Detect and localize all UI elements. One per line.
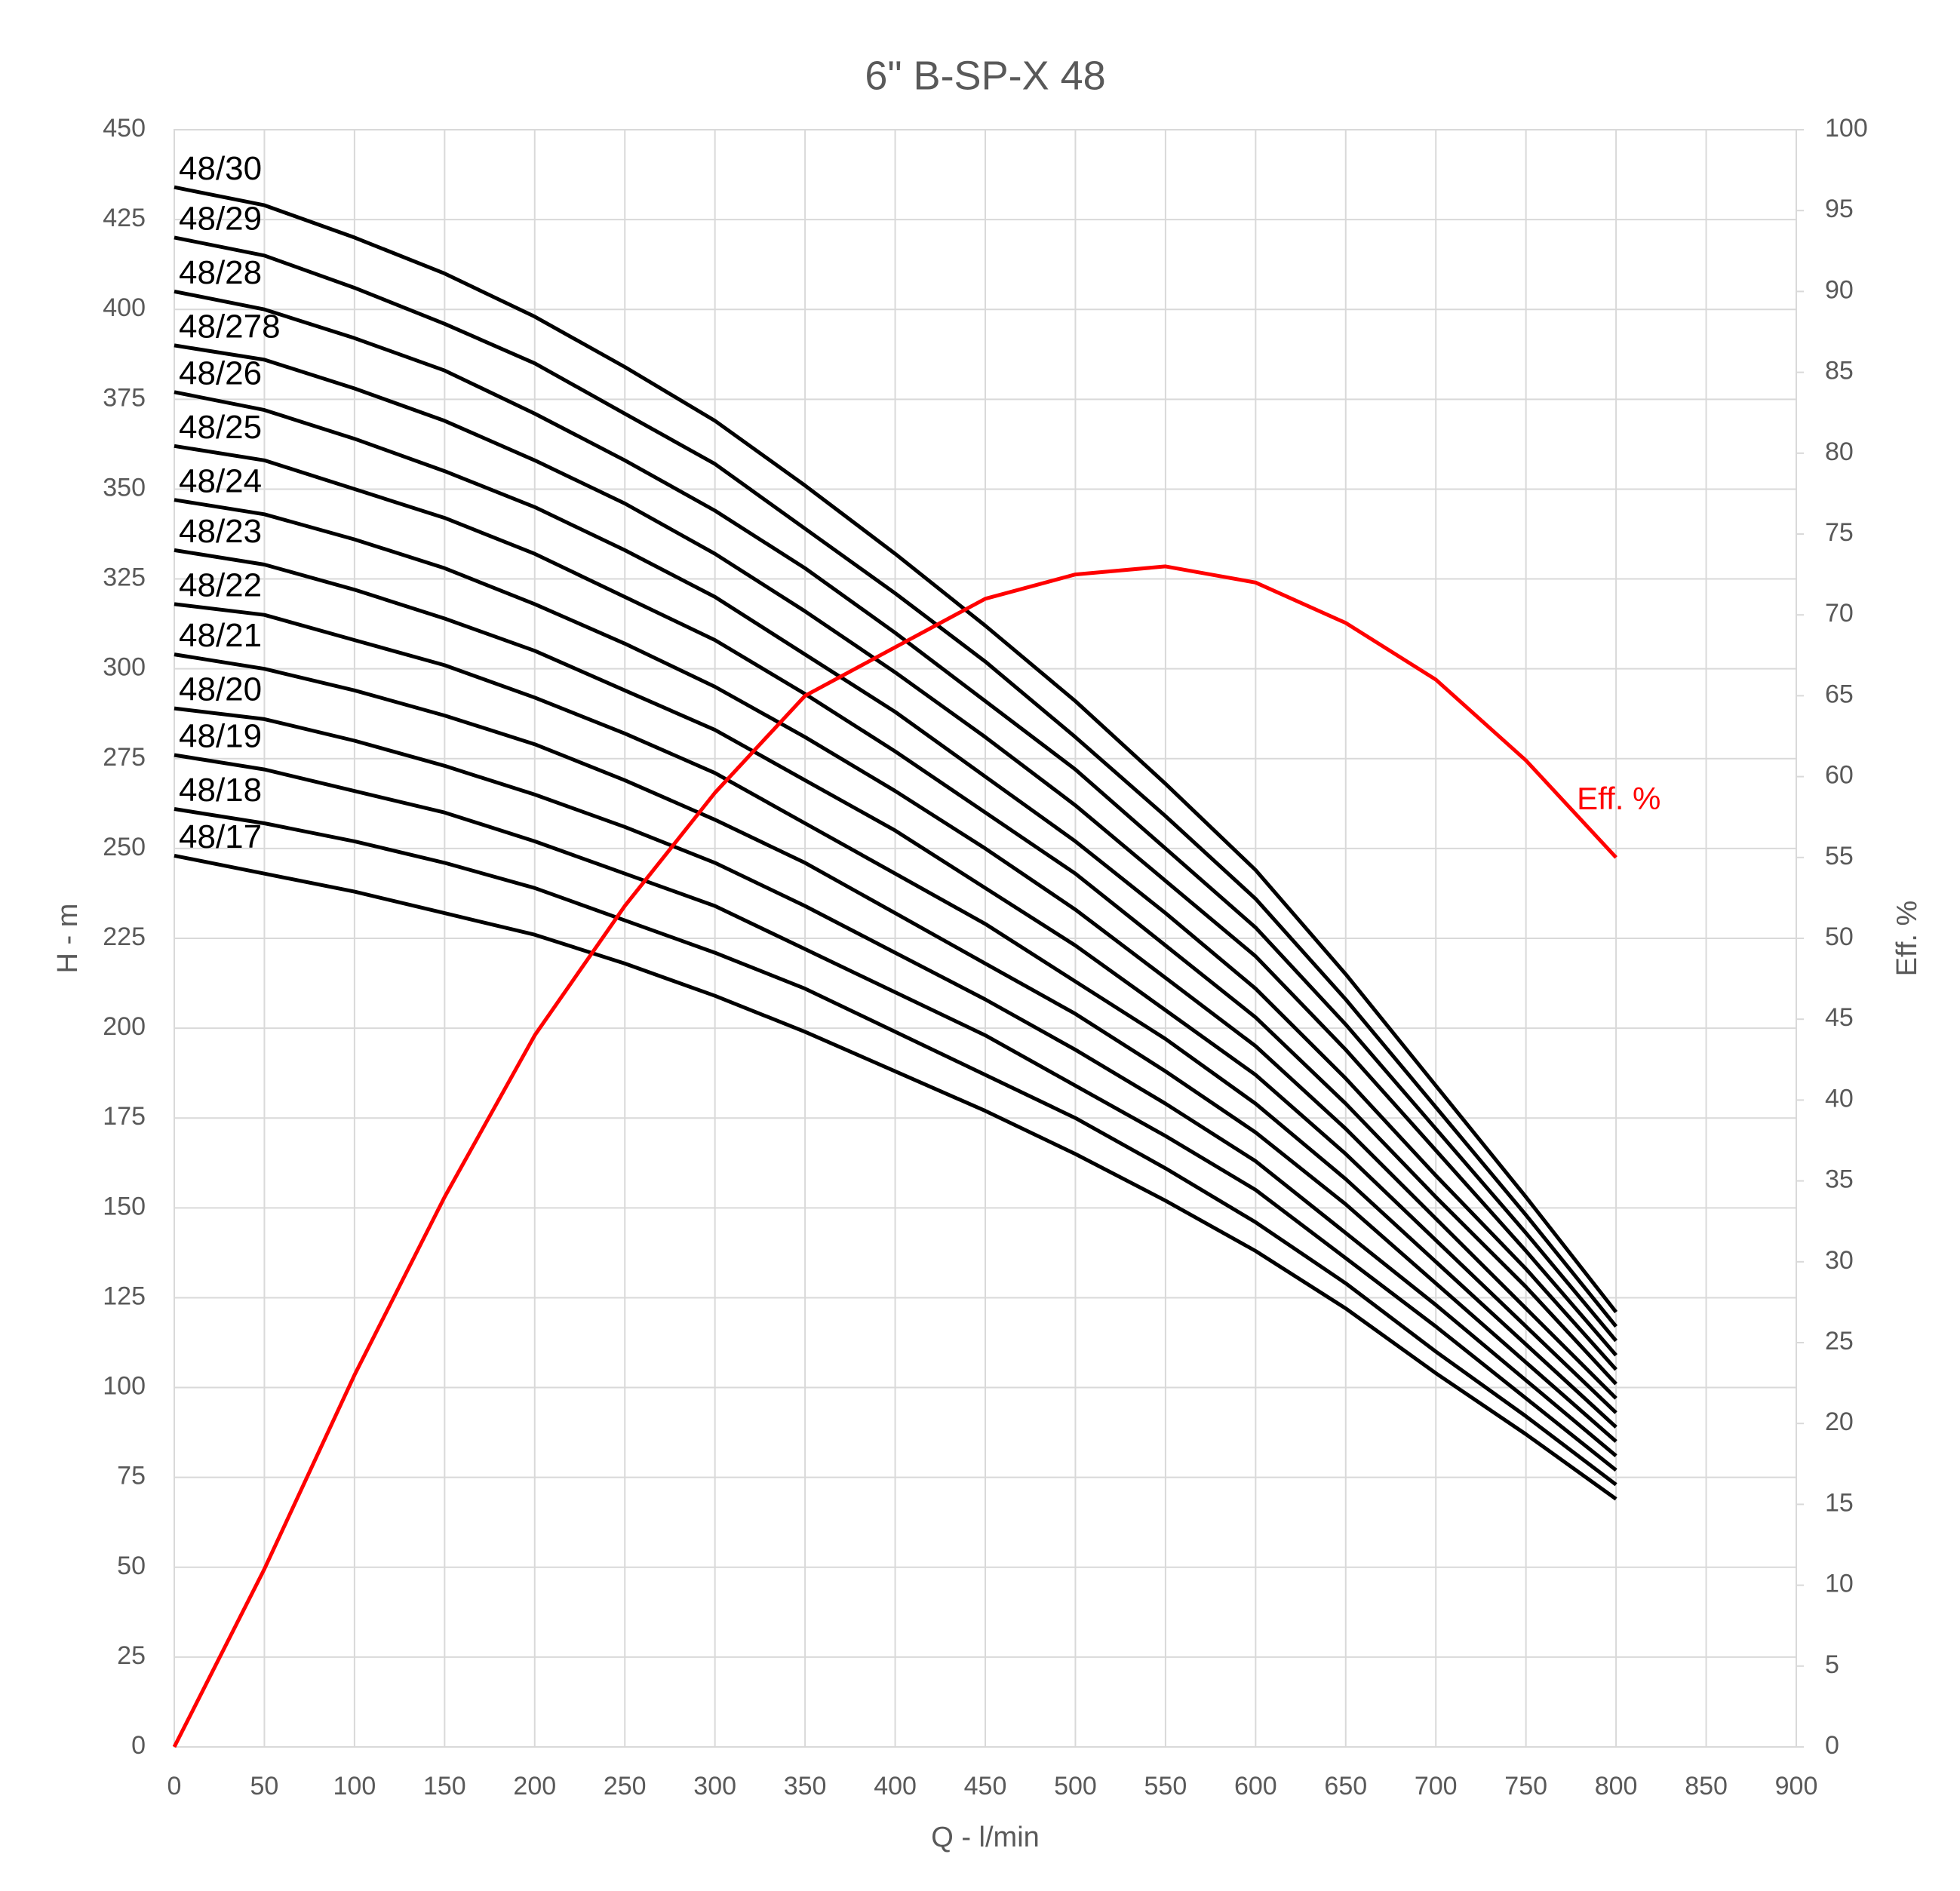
y2-tick-label: 80: [1825, 437, 1854, 466]
series-label: Eff. %: [1577, 781, 1660, 816]
y2-tick-label: 70: [1825, 599, 1854, 628]
y2-tick-label: 15: [1825, 1488, 1854, 1517]
y2-tick-label: 65: [1825, 680, 1854, 708]
series-label: 48/20: [179, 671, 262, 708]
head-curve: [174, 602, 1617, 1429]
chart-title: 6" B-SP-X 48: [865, 53, 1105, 98]
y-tick-label: 75: [117, 1462, 146, 1490]
y2-tick-label: 75: [1825, 518, 1854, 547]
x-tick-label: 0: [167, 1772, 182, 1800]
y-tick-label: 275: [103, 743, 146, 772]
y-axis-label: H - m: [52, 904, 84, 974]
y2-tick-label: 25: [1825, 1327, 1854, 1355]
y-tick-label: 50: [117, 1552, 146, 1580]
x-tick-label: 450: [964, 1772, 1007, 1800]
head-curve: [174, 706, 1617, 1458]
x-tick-label: 400: [874, 1772, 917, 1800]
head-curve: [174, 807, 1617, 1487]
head-curve: [174, 343, 1617, 1357]
series-label: 48/22: [179, 567, 262, 604]
y-tick-label: 200: [103, 1012, 146, 1041]
x-tick-label: 750: [1504, 1772, 1547, 1800]
head-curve: [174, 652, 1617, 1443]
series-label: 48/17: [179, 818, 262, 855]
x-tick-label: 550: [1144, 1772, 1187, 1800]
series-label: 48/21: [179, 617, 262, 654]
y-tick-label: 125: [103, 1282, 146, 1310]
x-tick-label: 900: [1775, 1772, 1818, 1800]
series-label: 48/18: [179, 772, 262, 809]
y-tick-label: 425: [103, 204, 146, 232]
series-label: 48/24: [179, 462, 262, 499]
y-tick-label: 375: [103, 383, 146, 412]
series-label: 48/25: [179, 409, 262, 446]
head-curve: [174, 498, 1617, 1400]
y-tick-label: 450: [103, 114, 146, 143]
y2-tick-label: 60: [1825, 761, 1854, 790]
y2-tick-label: 30: [1825, 1246, 1854, 1275]
head-curve: [174, 235, 1618, 1328]
y2-tick-label: 10: [1825, 1570, 1854, 1598]
series-label: 48/29: [179, 201, 262, 238]
x-tick-label: 150: [423, 1772, 466, 1800]
head-curve: [174, 289, 1618, 1343]
head-curve: [174, 853, 1617, 1501]
head-curve: [174, 185, 1618, 1314]
y2-tick-label: 100: [1825, 114, 1868, 143]
x-tick-label: 800: [1595, 1772, 1638, 1800]
y-tick-label: 300: [103, 653, 146, 682]
y2-axis-label: Eff. %: [1891, 901, 1923, 977]
x-tick-label: 500: [1054, 1772, 1097, 1800]
head-curve: [174, 548, 1617, 1414]
y-tick-label: 350: [103, 473, 146, 502]
y-tick-label: 25: [117, 1641, 146, 1670]
y2-tick-label: 85: [1825, 357, 1854, 385]
series-label: 48/28: [179, 254, 262, 291]
series-label: 48/19: [179, 718, 262, 755]
x-axis-label: Q - l/min: [931, 1822, 1040, 1853]
efficiency-line: [172, 564, 1617, 1748]
x-tick-label: 100: [333, 1772, 376, 1800]
x-tick-label: 250: [604, 1772, 647, 1800]
head-curve: [174, 753, 1617, 1472]
y-tick-label: 400: [103, 293, 146, 322]
y2-tick-label: 95: [1825, 195, 1854, 223]
x-tick-label: 50: [250, 1772, 279, 1800]
series-label: 48/26: [179, 355, 262, 391]
y2-tick-label: 0: [1825, 1731, 1839, 1760]
plot-frame: [174, 129, 1797, 1748]
y-tick-label: 175: [103, 1102, 146, 1131]
y-tick-label: 225: [103, 922, 146, 951]
x-tick-label: 600: [1234, 1772, 1277, 1800]
y2-tick-label: 45: [1825, 1003, 1854, 1032]
y-tick-label: 0: [131, 1731, 146, 1760]
y-tick-label: 325: [103, 563, 146, 592]
y-tick-label: 100: [103, 1372, 146, 1401]
x-tick-label: 200: [513, 1772, 556, 1800]
x-tick-label: 350: [784, 1772, 827, 1800]
y-tick-label: 250: [103, 833, 146, 861]
y2-tick-label: 50: [1825, 922, 1854, 951]
x-tick-label: 700: [1415, 1772, 1458, 1800]
x-tick-label: 650: [1324, 1772, 1367, 1800]
y2-tick-label: 20: [1825, 1408, 1854, 1436]
y2-tick-label: 5: [1825, 1650, 1839, 1679]
head-curve: [174, 444, 1617, 1386]
y2-tick-label: 90: [1825, 275, 1854, 304]
series-label: 48/30: [179, 150, 262, 187]
series-label: 48/23: [179, 513, 262, 550]
y2-tick-label: 35: [1825, 1165, 1854, 1194]
y2-tick-label: 40: [1825, 1084, 1854, 1113]
x-tick-label: 300: [693, 1772, 736, 1800]
y2-tick-label: 55: [1825, 842, 1854, 870]
y-tick-label: 150: [103, 1192, 146, 1220]
series-label: 48/278: [179, 308, 281, 345]
x-tick-label: 850: [1685, 1772, 1728, 1800]
head-curve: [174, 390, 1617, 1371]
